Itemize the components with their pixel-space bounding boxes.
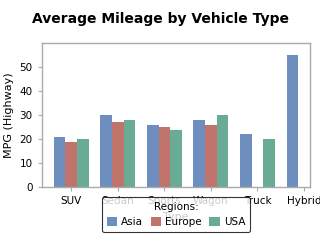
Bar xyxy=(54,137,66,187)
Bar xyxy=(170,130,182,187)
Bar xyxy=(112,122,124,187)
Legend: Asia, Europe, USA: Asia, Europe, USA xyxy=(101,197,251,232)
X-axis label: Type: Type xyxy=(163,212,189,222)
Bar xyxy=(77,139,89,187)
Bar xyxy=(217,115,228,187)
Bar xyxy=(158,127,170,187)
Bar xyxy=(263,139,275,187)
Bar xyxy=(286,55,298,187)
Bar xyxy=(240,134,252,187)
Y-axis label: MPG (Highway): MPG (Highway) xyxy=(4,72,14,158)
Bar xyxy=(66,142,77,187)
Bar xyxy=(194,120,205,187)
Bar xyxy=(124,120,135,187)
Bar xyxy=(205,125,217,187)
Bar xyxy=(100,115,112,187)
Bar xyxy=(147,125,158,187)
Text: Average Mileage by Vehicle Type: Average Mileage by Vehicle Type xyxy=(31,12,289,26)
